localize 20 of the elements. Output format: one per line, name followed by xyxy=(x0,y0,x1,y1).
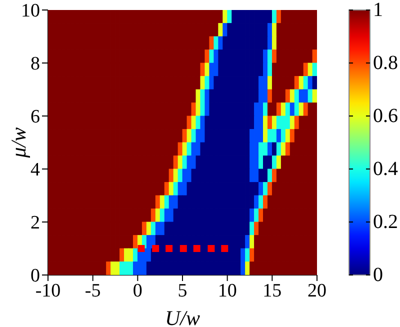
y-tick-label: 0 xyxy=(30,266,40,287)
y-tick-label: 10 xyxy=(21,0,40,22)
x-axis-title: U/w xyxy=(164,306,200,327)
y-tick-label: 2 xyxy=(30,212,40,234)
x-tick-label: 15 xyxy=(262,280,282,302)
color-bar-label: 0.6 xyxy=(373,105,398,127)
y-tick-label: 4 xyxy=(30,160,40,181)
x-tick-label: 20 xyxy=(308,280,326,302)
y-tick-label: 8 xyxy=(30,54,40,75)
color-bar-label: 0.4 xyxy=(373,158,398,180)
color-bar-label: 1 xyxy=(373,0,383,21)
x-tick-label: 5 xyxy=(178,280,188,302)
y-tick-label: 6 xyxy=(30,106,40,128)
color-bar-label: 0.2 xyxy=(373,211,398,233)
color-bar-label: 0.8 xyxy=(373,52,398,74)
x-tick-label: 0 xyxy=(132,280,142,302)
color-bar-label: 0 xyxy=(373,264,383,286)
x-tick-label: -5 xyxy=(84,280,101,302)
x-tick-label: 10 xyxy=(218,280,237,302)
y-axis-title: μ/w xyxy=(6,127,30,159)
